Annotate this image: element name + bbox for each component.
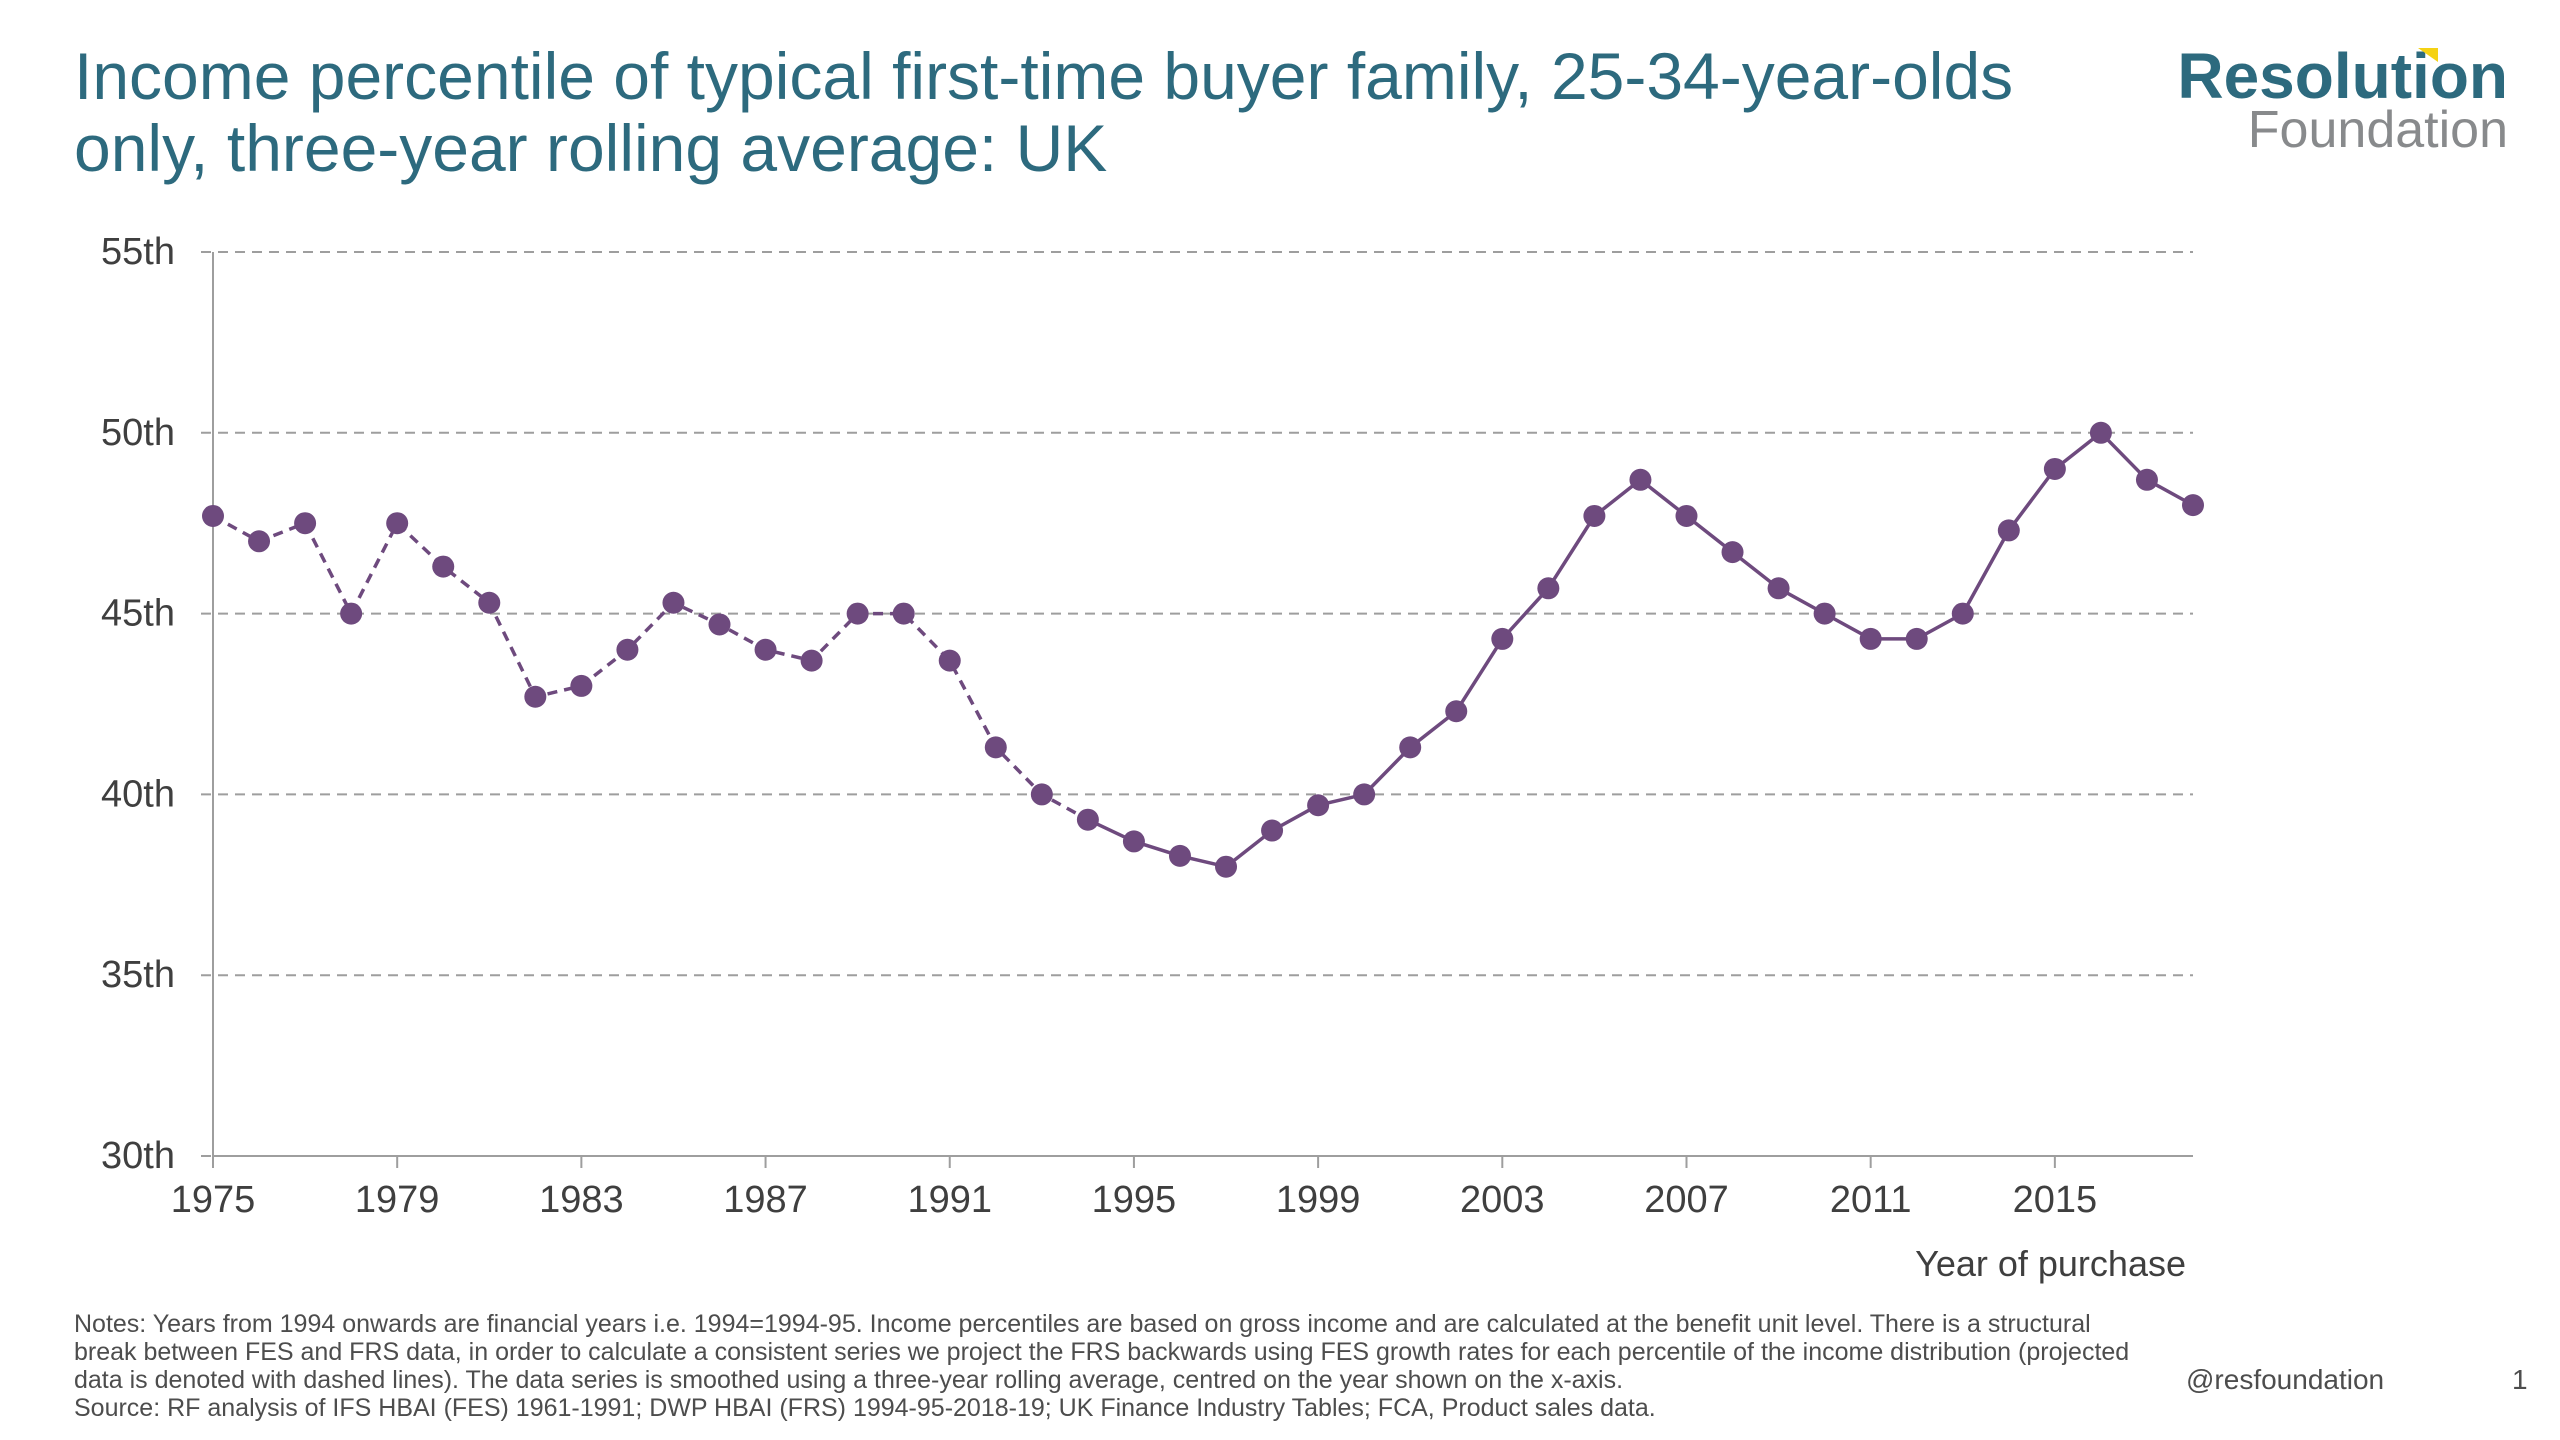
y-tick-label: 55th: [101, 231, 175, 273]
y-tick-label: 35th: [101, 954, 175, 996]
resolution-foundation-logo: Resolution Foundation: [2148, 44, 2508, 164]
data-point: [1951, 602, 1974, 625]
data-point: [1491, 627, 1514, 650]
x-tick-label: 1975: [171, 1179, 256, 1221]
data-point: [1675, 504, 1698, 527]
y-tick-label: 40th: [101, 773, 175, 815]
logo-line-1: Resolution: [2177, 40, 2508, 112]
data-point: [386, 512, 409, 535]
data-point: [1997, 519, 2020, 542]
line-chart: 30th 35th 40th 45th 50th 55th 1975 1979 1983 1987…: [101, 231, 2204, 1284]
data-point: [478, 591, 501, 614]
data-point: [2089, 421, 2112, 444]
data-point: [2135, 468, 2158, 491]
y-tick-label: 45th: [101, 593, 175, 635]
data-point: [1353, 783, 1376, 806]
x-axis-title: Year of purchase: [1915, 1243, 2186, 1284]
x-tick-label: 1983: [539, 1179, 624, 1221]
data-point: [1307, 794, 1330, 817]
data-point: [1215, 855, 1238, 878]
data-point: [938, 649, 961, 672]
data-point: [984, 736, 1007, 759]
data-point: [892, 602, 915, 625]
data-point: [616, 638, 639, 661]
data-point: [432, 555, 455, 578]
data-point: [800, 649, 823, 672]
page-number: 1: [2512, 1364, 2528, 1395]
source-text: Source: RF analysis of IFS HBAI (FES) 19…: [74, 1394, 1656, 1422]
data-point: [1445, 700, 1468, 723]
x-tick-label: 1979: [355, 1179, 440, 1221]
x-tick-label: 1999: [1276, 1179, 1361, 1221]
chart-notes: Notes: Years from 1994 onwards are finan…: [74, 1310, 2134, 1422]
data-point: [708, 613, 731, 636]
x-tick-label: 1991: [907, 1179, 992, 1221]
y-tick-label: 30th: [101, 1135, 175, 1177]
data-point: [570, 674, 593, 697]
chart-title: Income percentile of typical first-time …: [74, 39, 2014, 185]
data-point: [1583, 504, 1606, 527]
data-point: [846, 602, 869, 625]
x-tick-label: 2007: [1644, 1179, 1729, 1221]
data-point: [1721, 541, 1744, 564]
logo-accent-icon: [2418, 48, 2438, 62]
data-point: [754, 638, 777, 661]
x-tick-label: 2003: [1460, 1179, 1545, 1221]
notes-text: Notes: Years from 1994 onwards are finan…: [74, 1310, 2130, 1394]
x-tick-label: 1987: [723, 1179, 808, 1221]
data-point: [2182, 494, 2204, 517]
logo-line-2: Foundation: [2247, 101, 2508, 159]
x-tick-label: 1995: [1092, 1179, 1177, 1221]
data-point: [1813, 602, 1836, 625]
data-point: [2043, 457, 2066, 480]
data-point: [1537, 577, 1560, 600]
data-point: [524, 685, 547, 708]
data-point: [1767, 577, 1790, 600]
data-point: [1859, 627, 1882, 650]
series-line-solid: [1087, 431, 2194, 869]
y-tick-label: 50th: [101, 412, 175, 454]
x-tick-label: 2015: [2013, 1179, 2098, 1221]
data-point: [1629, 468, 1652, 491]
data-point: [1076, 808, 1099, 831]
data-point: [662, 591, 685, 614]
data-point: [248, 530, 271, 553]
data-point: [1168, 844, 1191, 867]
data-point: [340, 602, 363, 625]
data-point: [1030, 783, 1053, 806]
data-point: [1399, 736, 1422, 759]
data-point: [202, 504, 224, 527]
data-point: [1261, 819, 1284, 842]
x-tick-label: 2011: [1830, 1179, 1912, 1221]
data-point: [294, 512, 317, 535]
data-point: [1122, 830, 1145, 853]
social-handle: @resfoundation: [2186, 1364, 2385, 1395]
data-point: [1905, 627, 1928, 650]
